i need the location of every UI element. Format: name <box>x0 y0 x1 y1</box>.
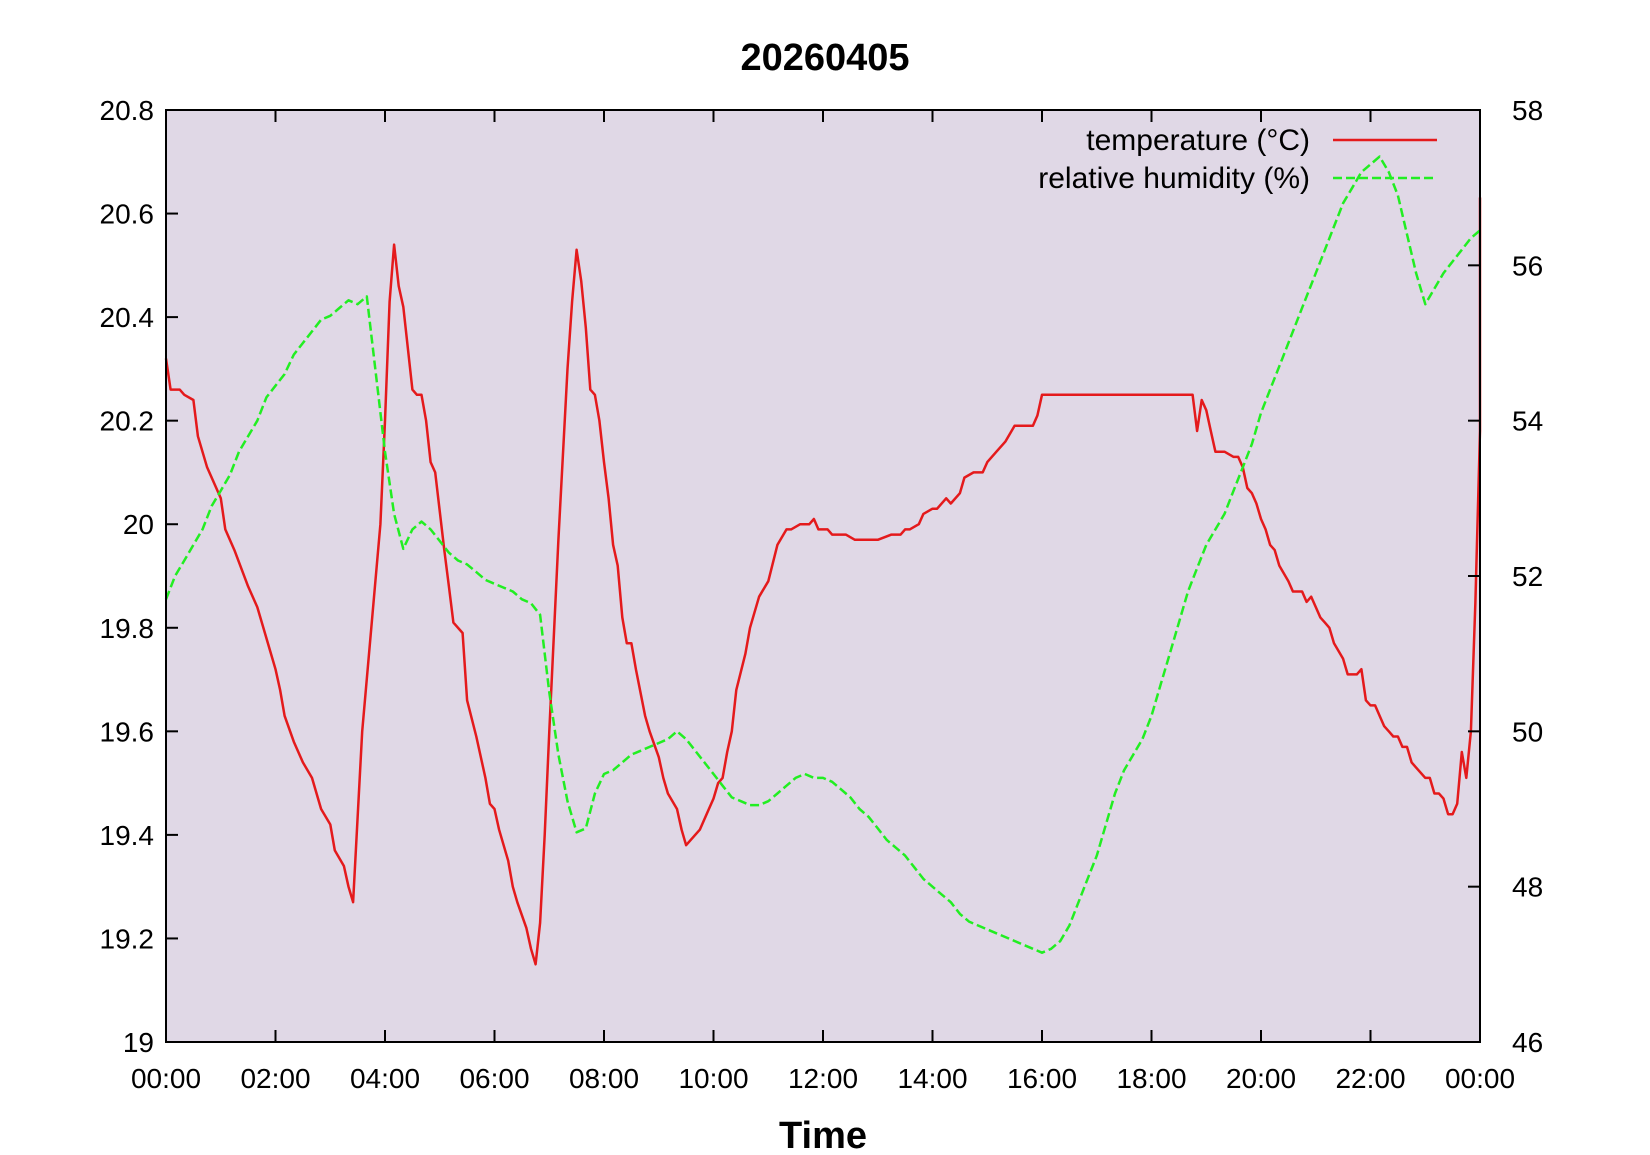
x-tick-label: 08:00 <box>569 1063 639 1094</box>
right-y-axis: 46 48 50 52 54 56 58 <box>1468 95 1543 1058</box>
x-tick-label: 00:00 <box>1445 1063 1515 1094</box>
right-tick-label: 46 <box>1512 1027 1543 1058</box>
x-tick-label: 16:00 <box>1007 1063 1077 1094</box>
x-axis-title: Time <box>779 1115 867 1155</box>
left-tick-label: 19.8 <box>100 613 155 644</box>
humidity-series <box>164 155 1481 954</box>
x-tick-label: 10:00 <box>678 1063 748 1094</box>
x-tick-label: 00:00 <box>131 1063 201 1094</box>
x-tick-label: 22:00 <box>1335 1063 1405 1094</box>
left-tick-label: 20.6 <box>100 199 155 230</box>
x-tick-label: 02:00 <box>240 1063 310 1094</box>
right-tick-label: 52 <box>1512 561 1543 592</box>
chart-title: 20260405 <box>740 37 909 79</box>
left-tick-label: 19.4 <box>100 820 155 851</box>
legend-humidity-label: relative humidity (%) <box>1038 162 1310 195</box>
temperature-series <box>164 196 1482 966</box>
left-tick-label: 20.4 <box>100 302 155 333</box>
left-tick-label: 19 <box>123 1027 154 1058</box>
left-tick-label: 20.8 <box>100 95 155 126</box>
legend: temperature (°C) relative humidity (%) <box>1038 124 1437 195</box>
x-tick-label: 12:00 <box>788 1063 858 1094</box>
temperature-line <box>164 196 1482 966</box>
left-tick-label: 19.2 <box>100 923 155 954</box>
left-tick-label: 20 <box>123 509 154 540</box>
x-tick-label: 06:00 <box>459 1063 529 1094</box>
x-tick-label: 14:00 <box>897 1063 967 1094</box>
right-tick-label: 54 <box>1512 406 1543 437</box>
right-tick-label: 58 <box>1512 95 1543 126</box>
right-tick-label: 48 <box>1512 872 1543 903</box>
left-tick-label: 19.6 <box>100 716 155 747</box>
x-tick-label: 18:00 <box>1116 1063 1186 1094</box>
plot-area <box>166 110 1480 1042</box>
right-tick-label: 50 <box>1512 716 1543 747</box>
left-y-axis: 19 19.2 19.4 19.6 19.8 20 20.2 20.4 20.6 20.8 <box>100 95 178 1058</box>
x-axis: 00:00 02:00 04:00 06:00 08:00 10:00 12:00 14:00… <box>131 110 1515 1094</box>
legend-temperature-label: temperature (°C) <box>1086 124 1310 157</box>
left-tick-label: 20.2 <box>100 406 155 437</box>
right-tick-label: 56 <box>1512 250 1543 281</box>
x-tick-label: 20:00 <box>1226 1063 1296 1094</box>
x-tick-label: 04:00 <box>350 1063 420 1094</box>
humidity-line <box>164 155 1481 954</box>
